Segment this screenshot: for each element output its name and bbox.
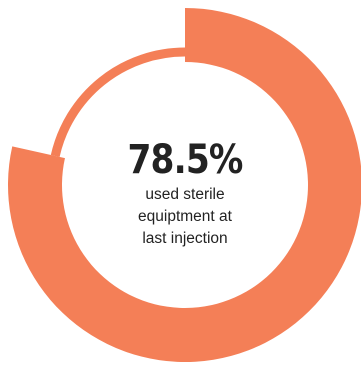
caption-line-2: equiptment at — [138, 208, 232, 225]
value-segment — [8, 8, 361, 362]
remainder-ring — [50, 47, 186, 157]
percent-value: 78.5% — [127, 137, 243, 183]
center-label: 78.5% used sterile equiptment at last in… — [90, 136, 280, 250]
caption-line-1: used sterile — [145, 186, 225, 203]
caption-line-3: last injection — [142, 230, 228, 247]
